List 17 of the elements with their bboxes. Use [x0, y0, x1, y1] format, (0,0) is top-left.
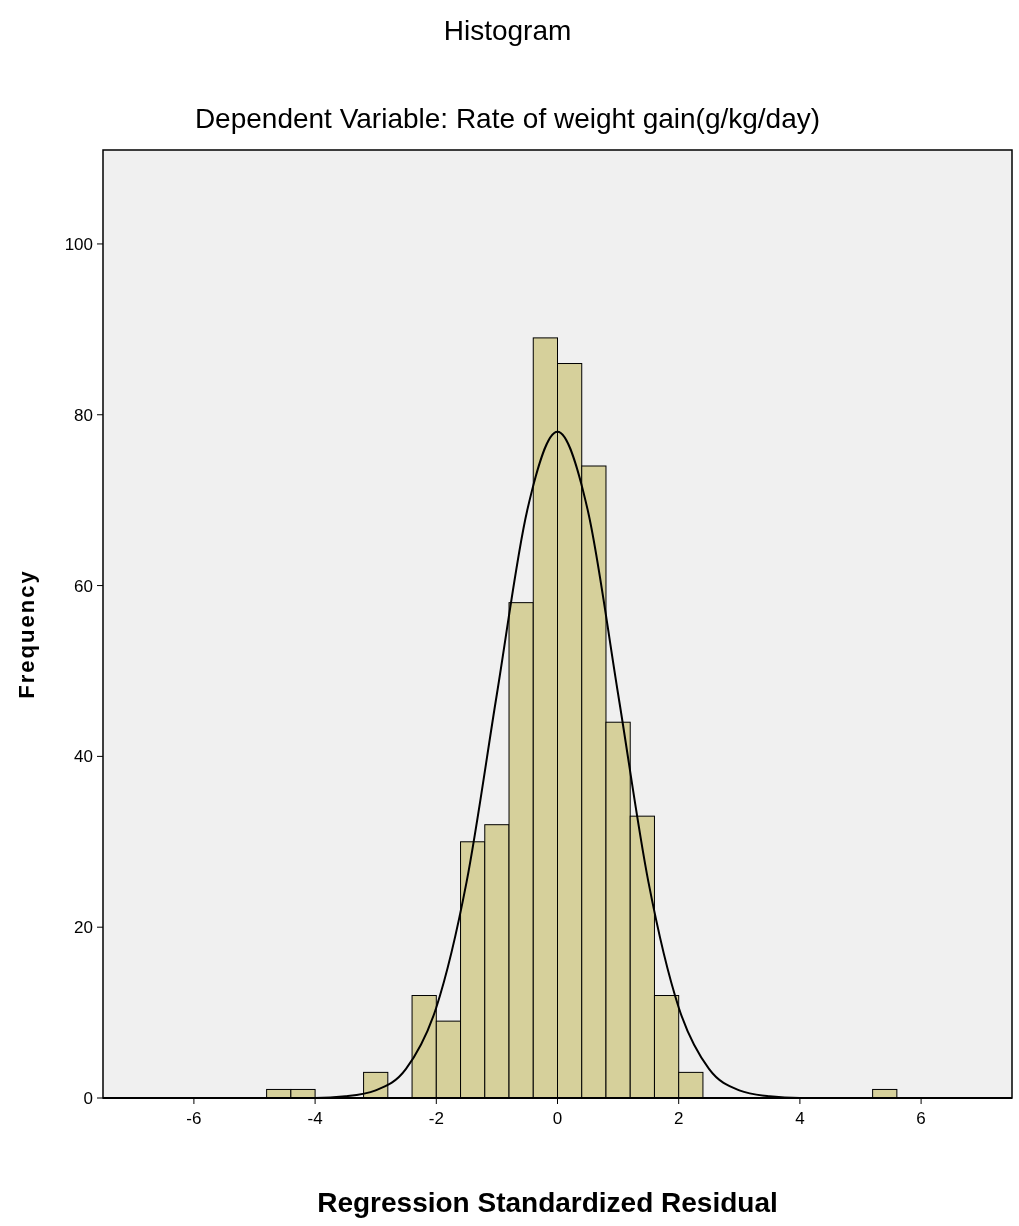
x-tick-label: 0: [552, 1109, 563, 1128]
x-tick-label: 2: [673, 1109, 684, 1128]
chart-subtitle: Dependent Variable: Rate of weight gain(g/kg/day): [194, 103, 821, 134]
x-tick-label: -6: [186, 1109, 202, 1128]
x-tick-label: -2: [428, 1109, 444, 1128]
chart-title: Histogram: [443, 15, 572, 46]
x-tick-label: 4: [795, 1109, 805, 1128]
y-tick-label: 100: [64, 234, 93, 254]
y-tick-label: 40: [74, 747, 93, 767]
x-tick-label: 6: [916, 1109, 926, 1128]
y-tick-label: 20: [74, 918, 93, 938]
x-axis-title: Regression Standardized Residual: [317, 1187, 778, 1218]
x-tick-label: -4: [307, 1109, 323, 1128]
y-tick-label: 80: [74, 405, 93, 425]
y-axis-title: Frequency: [14, 569, 39, 699]
y-tick-label: 60: [74, 576, 93, 596]
y-tick-label: 0: [83, 1088, 93, 1108]
